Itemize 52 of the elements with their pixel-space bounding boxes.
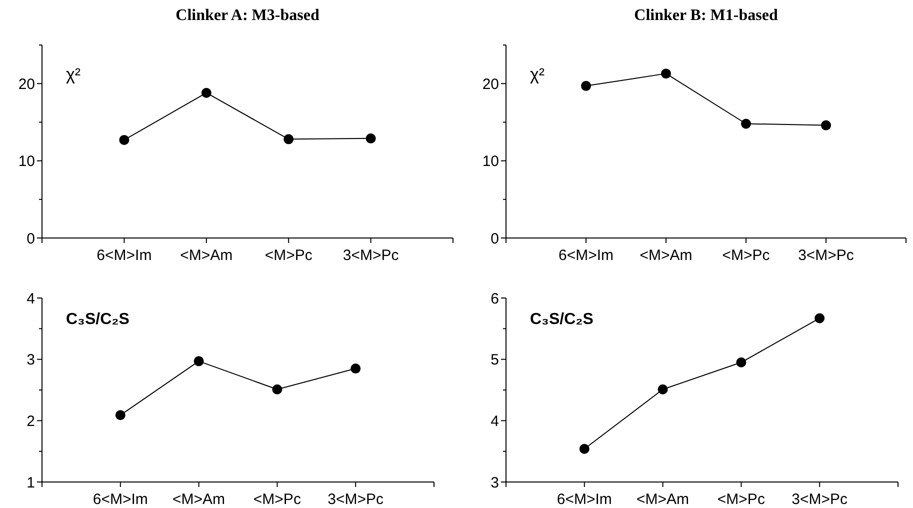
point [119, 134, 130, 145]
chart-title: Clinker A: M3-based [176, 7, 320, 24]
y-tick-label: 5 [490, 352, 499, 369]
point [194, 356, 204, 366]
y-tick-label: 2 [26, 412, 35, 430]
y-tick-label: 3 [26, 352, 35, 369]
y-tick-label: 6 [490, 290, 499, 308]
x-tick-label: 6<M>Im [96, 247, 152, 264]
y-tick-label: 0 [26, 230, 35, 248]
point [284, 134, 294, 144]
point [350, 364, 361, 374]
y-axis-title: χ² [66, 65, 81, 84]
y-tick-label: 4 [26, 290, 35, 308]
point [814, 313, 825, 324]
point [115, 410, 126, 420]
x-tick-label: 6<M>Im [92, 491, 148, 508]
x-tick-label: <M>Pc [722, 247, 770, 264]
point [741, 118, 751, 129]
y-tick-label: 10 [18, 153, 35, 170]
point [821, 120, 831, 130]
x-tick-label: <M>Am [180, 247, 233, 264]
x-tick-label: 3<M>Pc [328, 491, 384, 508]
x-tick-label: <M>Pc [253, 491, 302, 508]
point [366, 133, 376, 144]
y-tick-label: 4 [490, 412, 499, 430]
x-tick-label: <M>Pc [264, 247, 313, 264]
x-tick-label: 6<M>Im [556, 491, 612, 508]
point [661, 68, 671, 79]
x-tick-label: <M>Am [640, 247, 692, 264]
x-tick-label: <M>Pc [717, 491, 766, 508]
y-tick-label: 0 [490, 230, 499, 248]
y-tick-label: 3 [490, 474, 499, 492]
point [658, 384, 668, 394]
point [581, 80, 591, 91]
x-tick-label: <M>Am [172, 491, 226, 508]
x-tick-label: 6<M>Im [558, 247, 614, 264]
x-tick-label: 3<M>Pc [792, 491, 848, 508]
x-tick-label: <M>Am [636, 491, 690, 508]
y-axis-title: C₃S/C₂S [66, 311, 130, 328]
y-tick-label: 20 [482, 76, 499, 93]
y-axis-title: C₃S/C₂S [530, 311, 594, 328]
point [201, 88, 212, 98]
y-tick-label: 20 [18, 76, 35, 93]
y-tick-label: 10 [482, 153, 499, 170]
chart-title: Clinker B: M1-based [634, 7, 778, 24]
x-tick-label: 3<M>Pc [798, 247, 854, 264]
y-axis-title: χ² [530, 65, 545, 84]
x-tick-label: 3<M>Pc [342, 247, 400, 264]
point [579, 444, 590, 454]
y-tick-label: 1 [26, 474, 35, 492]
point [272, 384, 282, 394]
point [736, 357, 746, 368]
